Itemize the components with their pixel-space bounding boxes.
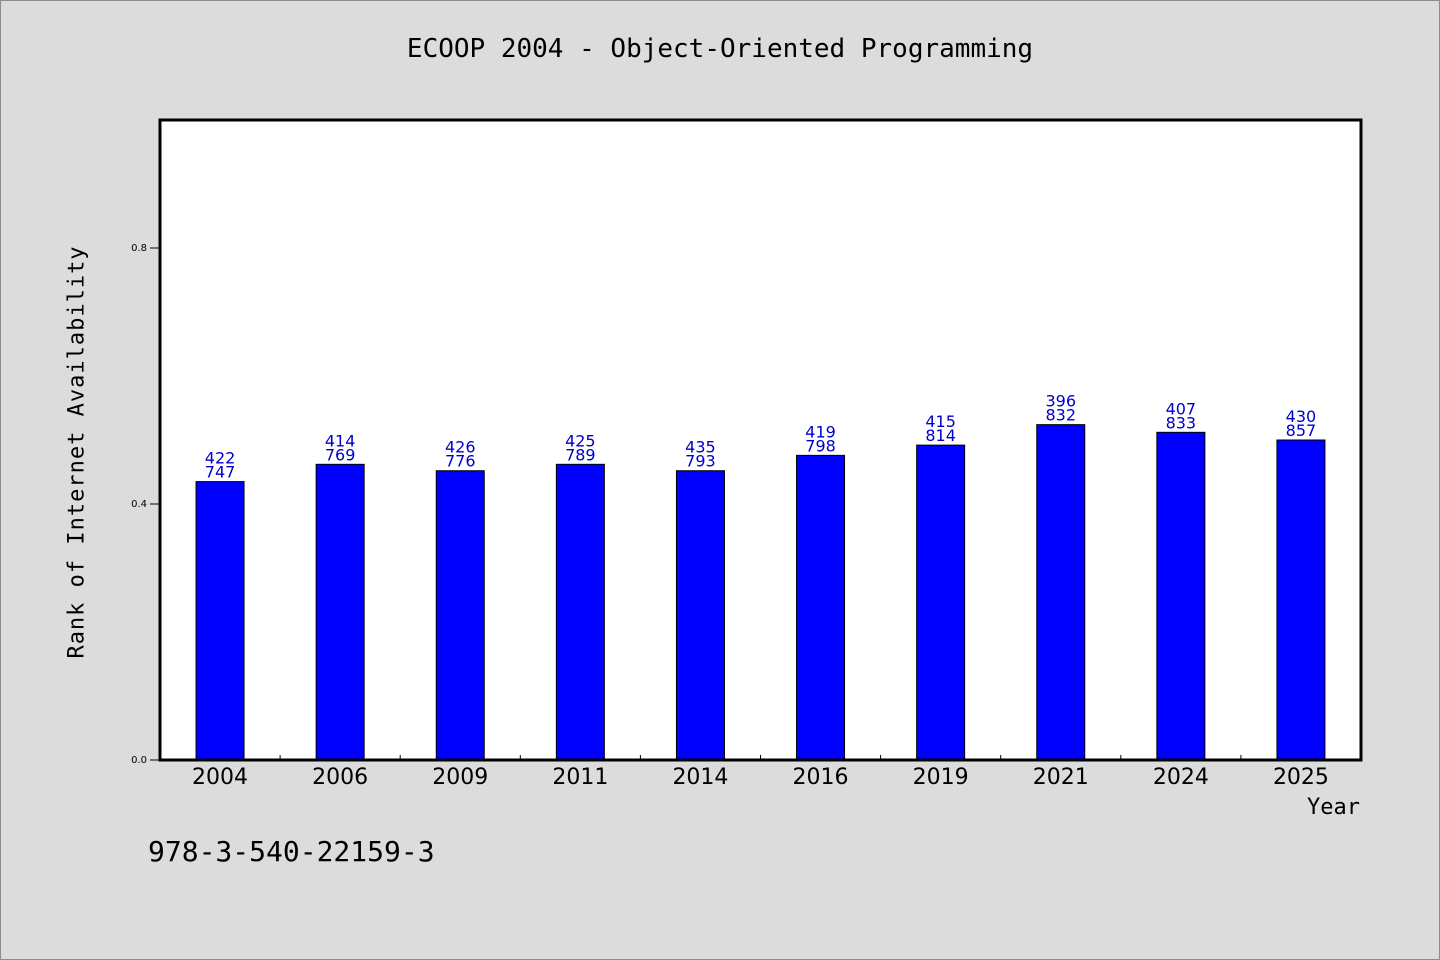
x-tick-label: 2004 (192, 765, 248, 790)
bar-label-bottom: 814 (925, 426, 956, 445)
plot-border (158, 118, 1363, 762)
bar-label-top: 414 (325, 431, 356, 450)
bar (555, 463, 605, 761)
y-tick-label: 0.0 (131, 755, 147, 766)
y-tick-label: 0.8 (131, 243, 147, 254)
x-tick-label: 2025 (1273, 765, 1329, 790)
bar (1276, 439, 1326, 761)
x-tick-label: 2006 (312, 765, 368, 790)
bar-label-bottom: 769 (325, 445, 356, 464)
bar-label-top: 430 (1286, 407, 1317, 426)
bar-label-bottom: 798 (805, 436, 836, 455)
bar (1156, 431, 1206, 761)
bar-label-top: 422 (205, 449, 236, 468)
bar-label-top: 426 (445, 438, 476, 457)
bar-label-top: 415 (925, 412, 956, 431)
bar (315, 463, 365, 761)
bar-label-top: 407 (1166, 399, 1197, 418)
x-tick-label: 2019 (913, 765, 969, 790)
bar (1036, 424, 1086, 761)
bar-label-bottom: 857 (1286, 421, 1317, 440)
chart-title: ECOOP 2004 - Object-Oriented Programming (406, 34, 1034, 64)
x-tick-label: 2009 (432, 765, 488, 790)
bar (796, 454, 846, 761)
bar (435, 470, 485, 761)
bar-label-top: 396 (1045, 392, 1076, 411)
y-tick-label: 0.4 (131, 499, 147, 510)
bar-label-top: 419 (805, 422, 836, 441)
x-axis-label: Year (1307, 795, 1360, 820)
bar-label-top: 435 (685, 438, 716, 457)
isbn-footnote: 978-3-540-22159-3 (148, 835, 435, 868)
bar-label-bottom: 793 (685, 452, 716, 471)
bar (195, 481, 245, 761)
bar (675, 470, 725, 761)
bar-label-bottom: 776 (445, 452, 476, 471)
x-tick-label: 2024 (1153, 765, 1209, 790)
x-tick-label: 2016 (793, 765, 849, 790)
bar-label-bottom: 789 (565, 445, 596, 464)
bar-label-bottom: 833 (1166, 413, 1197, 432)
bar (916, 444, 966, 761)
bar-label-top: 425 (565, 431, 596, 450)
bar-label-bottom: 747 (205, 463, 236, 482)
x-tick-label: 2014 (672, 765, 728, 790)
x-tick-label: 2021 (1033, 765, 1089, 790)
x-tick-label: 2011 (552, 765, 608, 790)
bar-label-bottom: 832 (1045, 406, 1076, 425)
